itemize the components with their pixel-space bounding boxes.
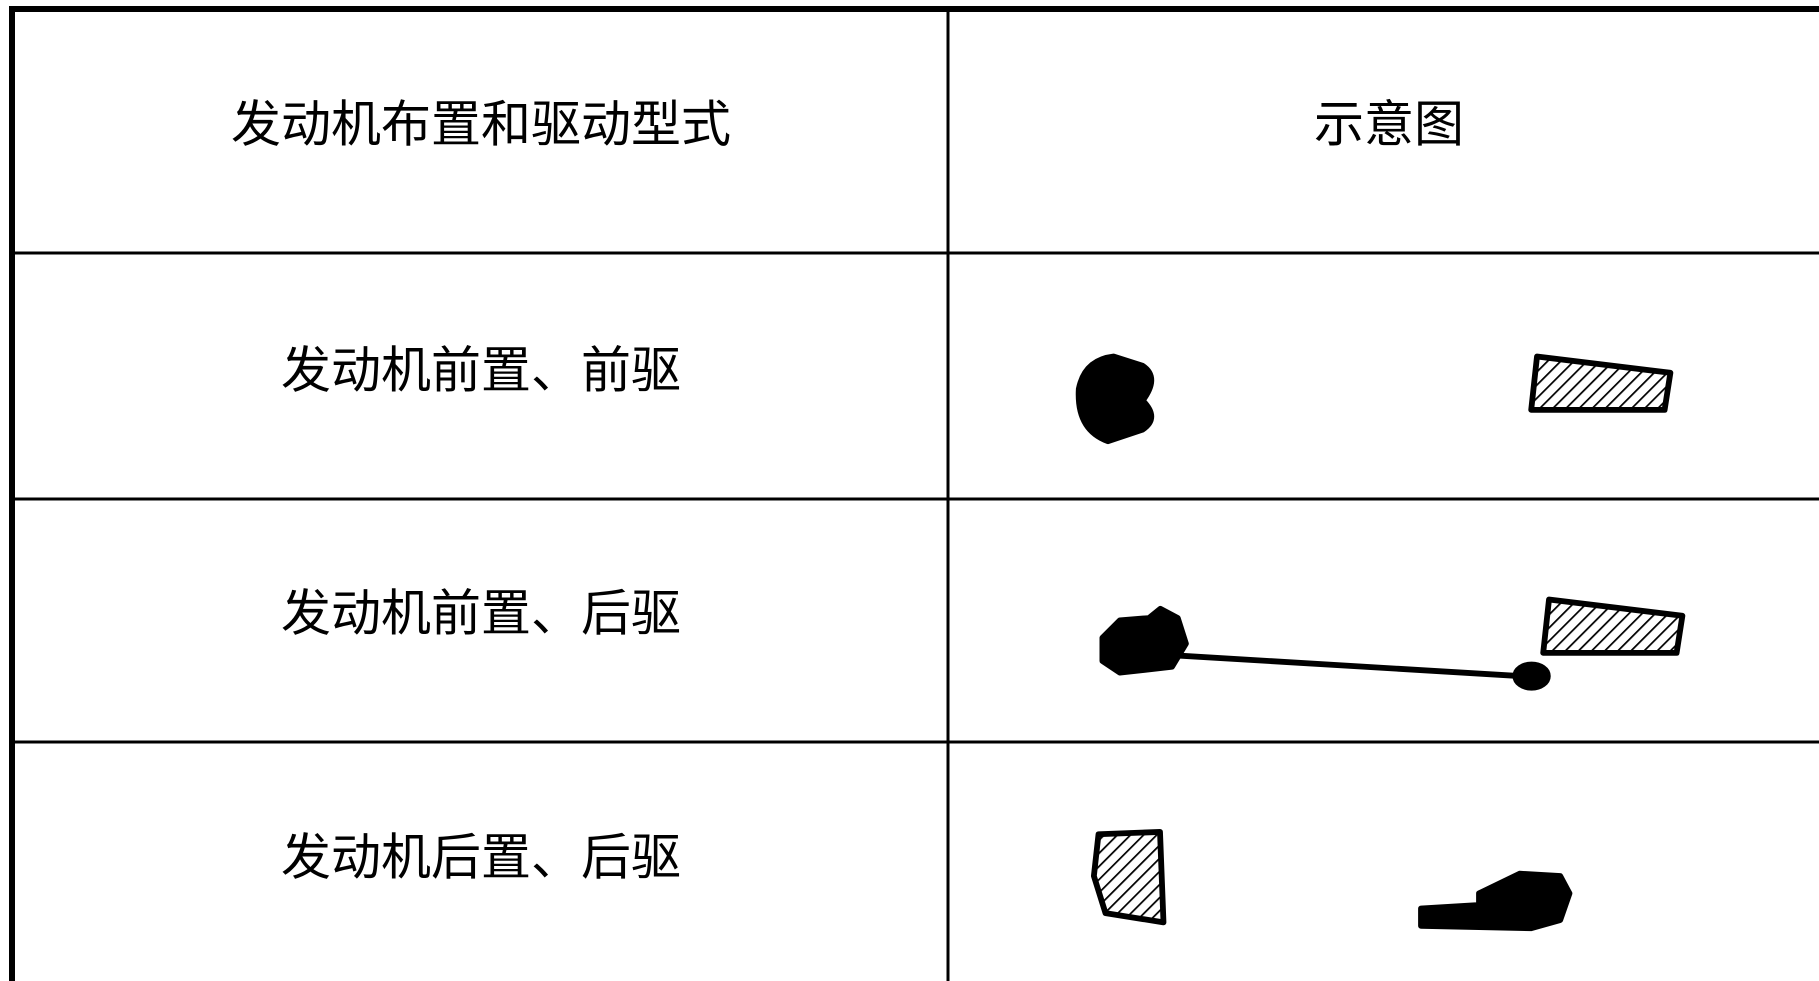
header-cell: 示意图 — [1314, 96, 1464, 154]
car-diagram — [1056, 521, 1694, 730]
car-diagram — [1044, 278, 1682, 487]
row-label: 发动机前置、后驱 — [281, 585, 681, 643]
car-diagram — [1073, 765, 1711, 974]
row-label: 发动机前置、前驱 — [281, 342, 681, 400]
header-cell: 发动机布置和驱动型式 — [231, 96, 731, 154]
row-label: 发动机后置、后驱 — [281, 829, 681, 887]
